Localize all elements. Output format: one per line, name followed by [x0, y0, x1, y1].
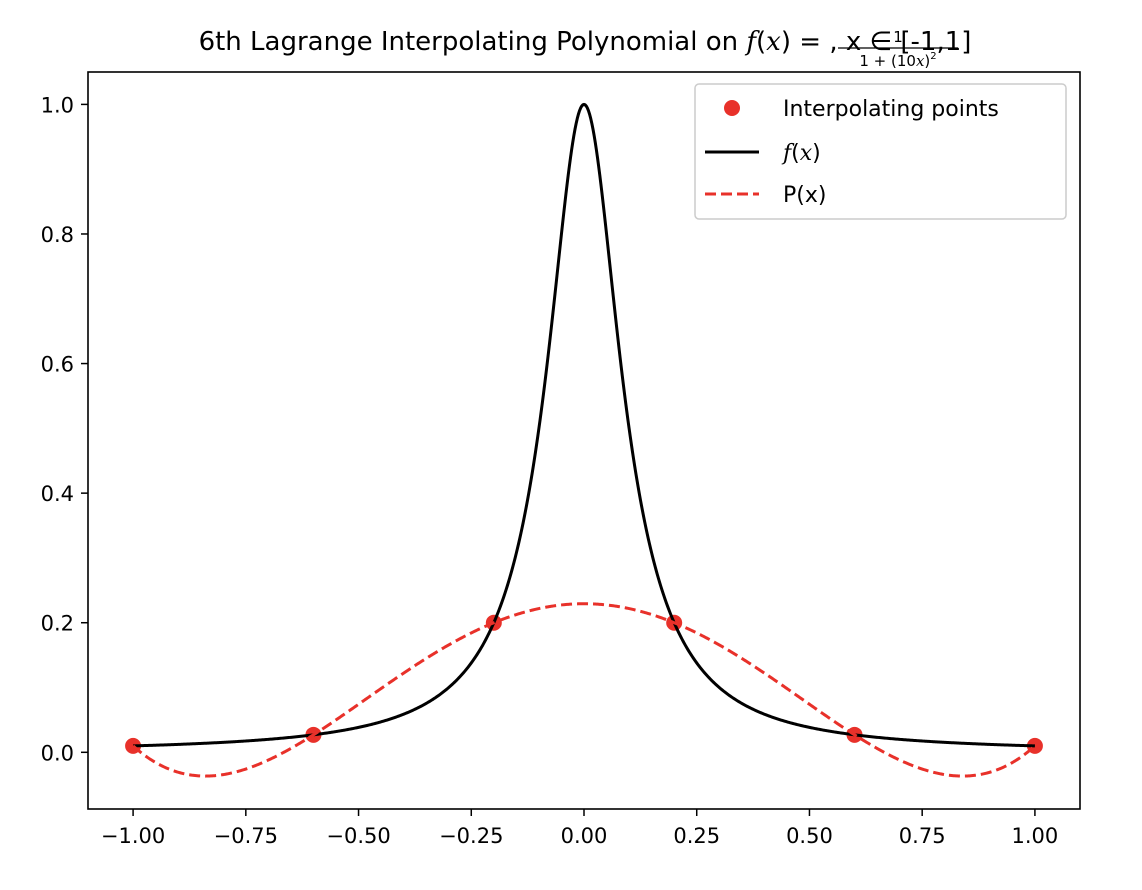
title-frac-denominator: 1 + (10x)2: [859, 51, 936, 70]
y-axis: 0.0 0.2 0.4 0.6 0.8 1.0: [41, 93, 88, 765]
x-tick-label: −0.75: [214, 824, 278, 848]
x-tick-label: 0.25: [673, 824, 720, 848]
x-tick-label: −0.50: [326, 824, 390, 848]
x-tick-label: 0.75: [899, 824, 946, 848]
title-equals: =: [791, 27, 829, 57]
legend-fx-open: (: [791, 141, 800, 166]
x-tick-label: −0.25: [439, 824, 503, 848]
y-tick-label: 0.2: [41, 612, 74, 636]
legend-box: [694, 83, 1067, 220]
y-tick-label: 0.6: [41, 353, 74, 377]
series-line-fx: [132, 102, 1036, 748]
title-prefix: 6th Lagrange Interpolating Polynomial on: [199, 27, 747, 57]
title-frac-den-a: 1 + (10: [859, 52, 916, 70]
legend-points-marker: [724, 100, 740, 116]
series-layer: [125, 102, 1043, 778]
title-x: x: [766, 27, 781, 57]
legend-fx-label: f(x): [781, 141, 821, 166]
y-tick-label: 0.4: [41, 482, 74, 506]
legend: Interpolating points f(x) P(x): [694, 83, 1067, 220]
title-frac-numerator: 1: [893, 28, 903, 46]
title-frac-den-x: x: [916, 52, 925, 70]
x-tick-label: −1.00: [101, 824, 165, 848]
y-tick-label: 1.0: [41, 93, 74, 117]
title-frac-den-sup: 2: [930, 51, 936, 62]
chart-title: 6th Lagrange Interpolating Polynomial on…: [199, 27, 972, 57]
legend-fx-close: ): [812, 141, 821, 166]
x-tick-label: 0.50: [786, 824, 833, 848]
title-paren-open: (: [756, 27, 766, 57]
legend-points-label: Interpolating points: [783, 97, 999, 122]
y-tick-label: 0.0: [41, 741, 74, 765]
legend-fx-x: x: [800, 141, 813, 166]
x-tick-label: 1.00: [1012, 824, 1059, 848]
x-tick-label: 0.00: [561, 824, 608, 848]
title-frac-den-b: ): [924, 52, 930, 70]
title-suffix: , x ∈ [-1,1]: [829, 27, 971, 57]
legend-px-label: P(x): [783, 183, 826, 208]
series-line-px: [132, 602, 1036, 778]
title-paren-close: ): [781, 27, 791, 57]
x-axis: −1.00 −0.75 −0.50 −0.25 0.00 0.25 0.50 0.75 1.00: [101, 809, 1058, 848]
y-tick-label: 0.8: [41, 223, 74, 247]
